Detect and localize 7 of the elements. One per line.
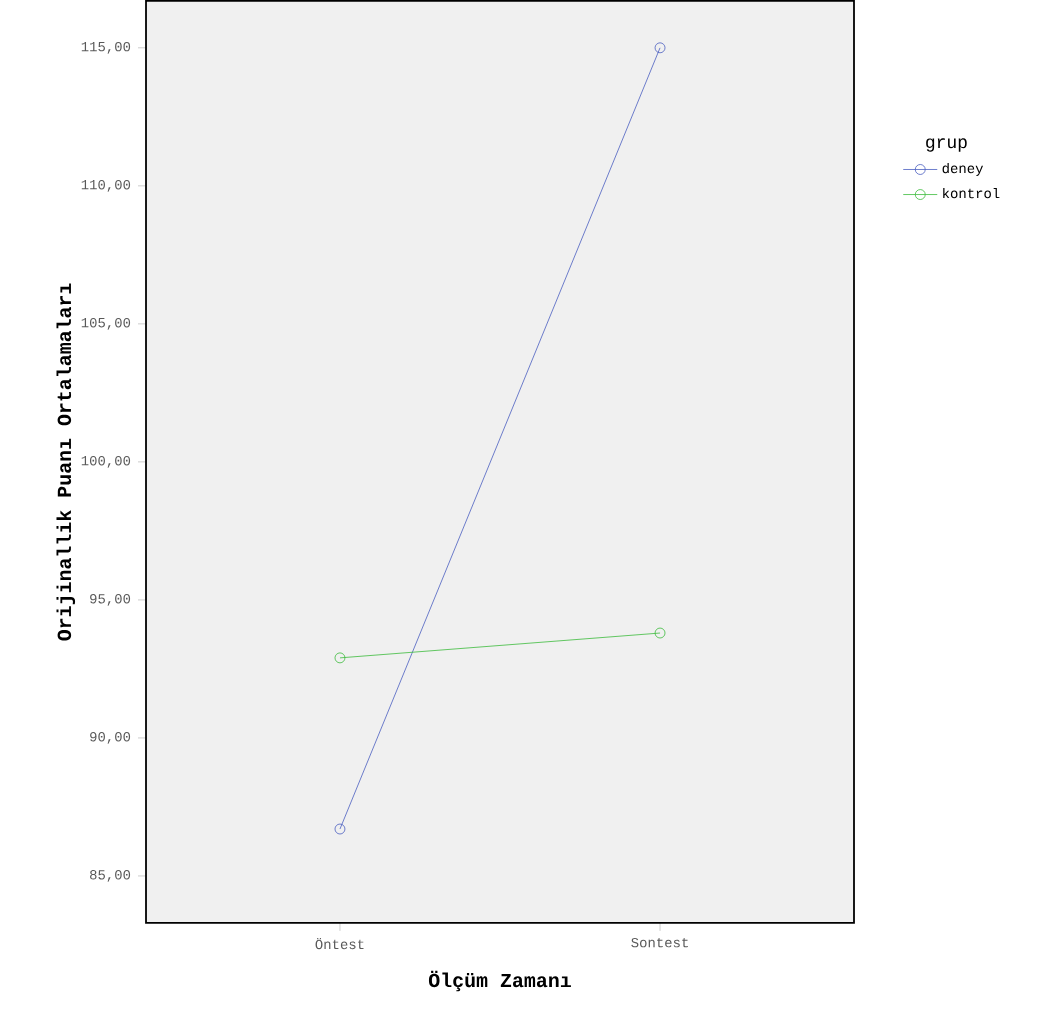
point [334, 823, 346, 834]
legend-title: grup [926, 137, 967, 152]
point [654, 627, 666, 638]
x-axis-title: Ölçüm Zamanı [428, 970, 571, 991]
point [654, 41, 666, 53]
y-axis-title: Orijinallik Puanı Ortalamaları [56, 282, 76, 641]
point [334, 652, 346, 663]
